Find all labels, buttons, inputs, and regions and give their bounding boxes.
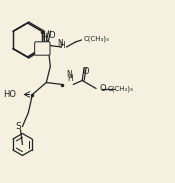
Text: H: H	[43, 40, 48, 49]
Text: C(CH₃)₃: C(CH₃)₃	[108, 85, 134, 92]
Text: HO: HO	[4, 90, 16, 99]
Text: N: N	[38, 44, 46, 53]
Text: H: H	[60, 42, 65, 51]
Text: O: O	[99, 84, 106, 93]
Text: H: H	[67, 74, 73, 83]
Text: O: O	[83, 67, 89, 76]
Text: H: H	[41, 33, 47, 42]
Text: S: S	[16, 122, 21, 131]
Text: C(CH₃)₃: C(CH₃)₃	[83, 36, 109, 42]
Text: O: O	[48, 31, 55, 40]
Text: N: N	[66, 70, 72, 79]
FancyBboxPatch shape	[35, 42, 50, 55]
Text: N: N	[58, 38, 63, 48]
